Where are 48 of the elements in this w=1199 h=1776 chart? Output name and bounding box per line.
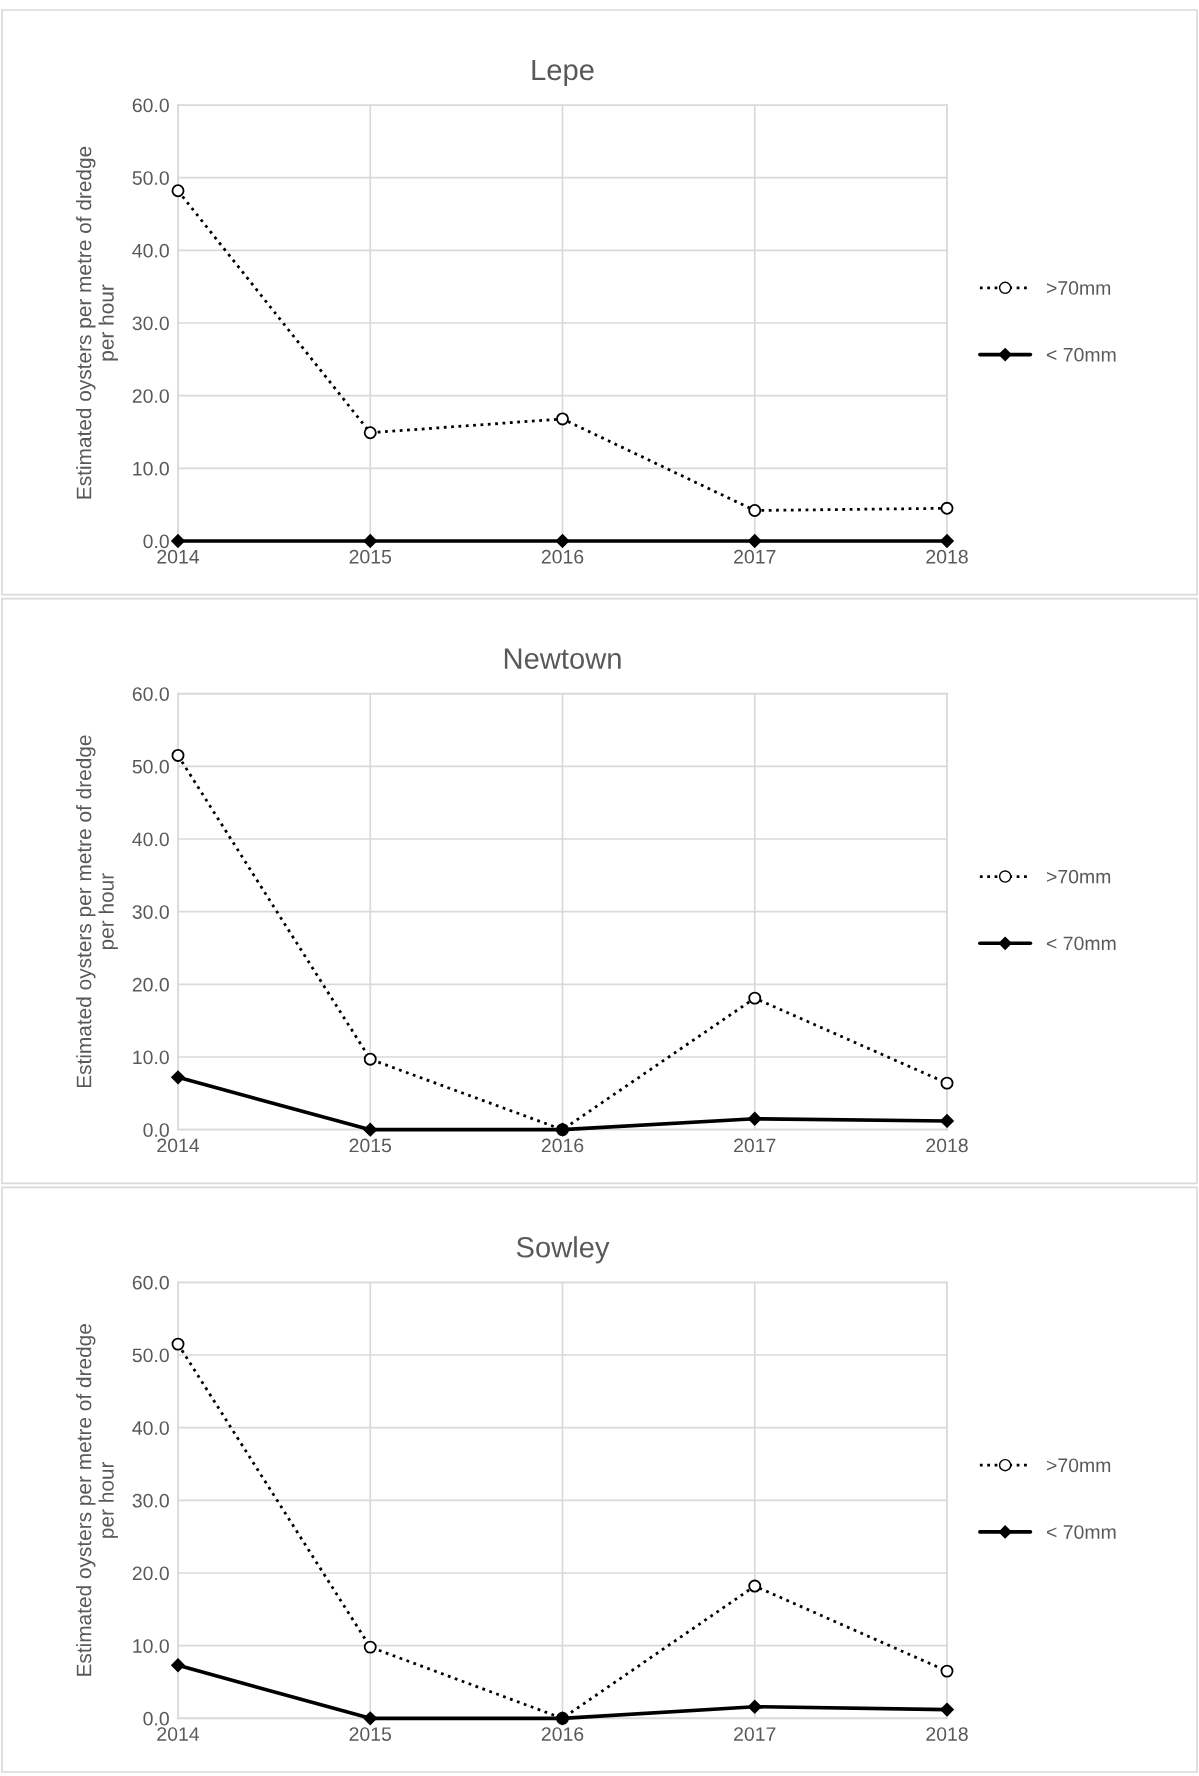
x-tick-label: 2014 [157, 549, 200, 564]
x-tick-label: 2018 [926, 1138, 968, 1153]
y-tick-label: 20.0 [132, 1566, 169, 1581]
y-axis-title: Estimated oysters per metre of dredge per hour [76, 735, 118, 1088]
x-tick-label: 2015 [349, 1138, 392, 1153]
x-tick-label: 2017 [734, 1727, 776, 1741]
chart-title: Lepe [532, 59, 594, 87]
y-tick-label: 50.0 [132, 1348, 169, 1363]
y-tick-label: 40.0 [132, 1421, 169, 1435]
x-tick-label: 2016 [541, 549, 584, 564]
y-tick-label: 50.0 [132, 759, 169, 774]
y-tick-label: 0.0 [143, 1123, 169, 1137]
legend-label: >70mm [1046, 1458, 1111, 1473]
y-tick-label: 60.0 [132, 687, 169, 701]
y-tick-label: 10.0 [133, 1639, 169, 1653]
x-tick-label: 2017 [734, 549, 776, 564]
x-tick-label: 2018 [926, 1727, 968, 1741]
legend-label: < 70mm [1046, 936, 1116, 951]
y-tick-label: 40.0 [132, 832, 169, 847]
x-tick-label: 2015 [349, 1727, 392, 1741]
x-tick-label: 2016 [541, 1727, 584, 1741]
y-tick-label: 50.0 [132, 171, 169, 185]
y-tick-label: 10.0 [133, 1050, 169, 1065]
y-tick-label: 60.0 [132, 98, 169, 113]
x-tick-label: 2017 [734, 1138, 776, 1153]
y-tick-label: 0.0 [143, 1711, 169, 1726]
chart-title: Sowley [516, 1236, 610, 1264]
y-tick-label: 20.0 [132, 389, 169, 403]
legend-label: >70mm [1046, 281, 1111, 295]
legend-label: < 70mm [1046, 347, 1116, 362]
chart-title: Newtown [504, 648, 621, 669]
y-tick-label: 30.0 [132, 1493, 169, 1508]
y-tick-label: 40.0 [132, 243, 169, 258]
legend-label: < 70mm [1046, 1525, 1116, 1539]
x-tick-label: 2018 [926, 549, 968, 564]
x-tick-label: 2015 [349, 549, 392, 564]
y-axis-title: Estimated oysters per metre of dredge per hour [76, 146, 118, 499]
x-tick-label: 2014 [157, 1727, 200, 1741]
y-tick-label: 60.0 [132, 1275, 169, 1290]
y-tick-label: 30.0 [132, 905, 169, 919]
y-axis-title: Estimated oysters per metre of dredge per hour [76, 1324, 118, 1676]
y-tick-label: 10.0 [133, 461, 169, 476]
x-tick-label: 2016 [541, 1138, 584, 1153]
y-tick-label: 20.0 [132, 977, 169, 992]
y-tick-label: 30.0 [132, 316, 169, 331]
legend-label: >70mm [1046, 869, 1111, 884]
x-tick-label: 2014 [157, 1138, 200, 1153]
y-tick-label: 0.0 [143, 534, 169, 549]
